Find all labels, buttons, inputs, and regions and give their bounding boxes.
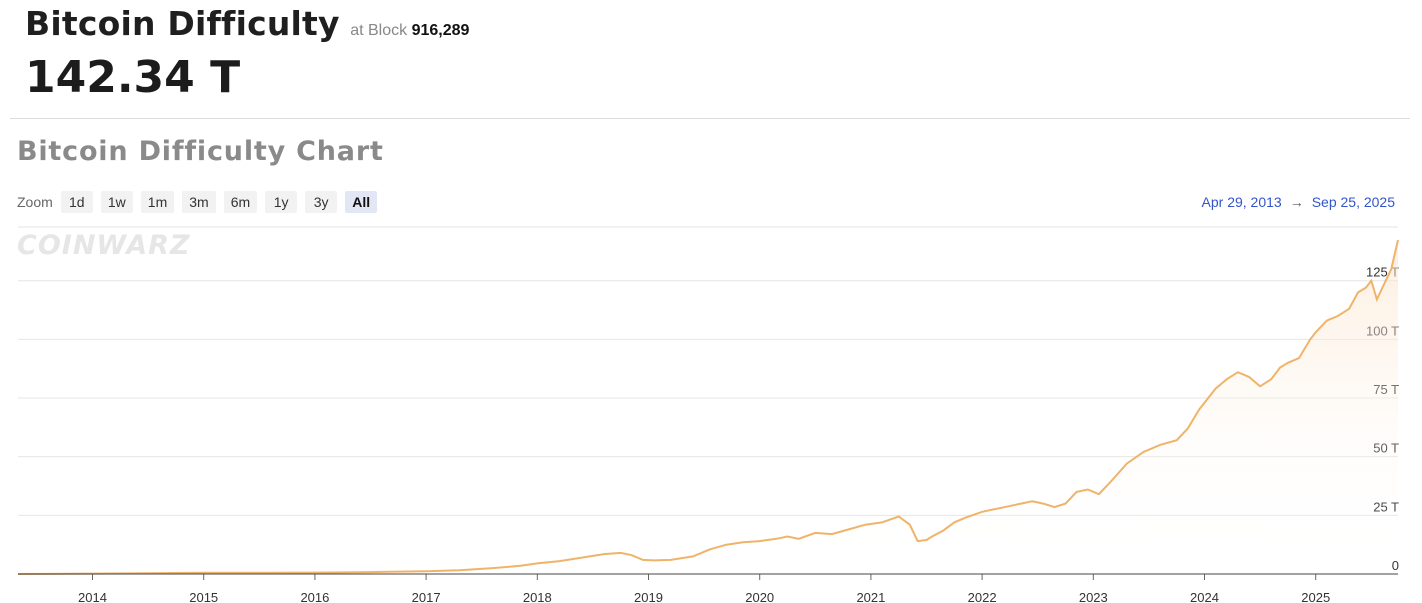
x-tick-label: 2022 — [968, 590, 997, 603]
x-tick-label: 2021 — [856, 590, 885, 603]
grid-lines — [18, 226, 1398, 516]
at-block-label: at Block — [350, 22, 408, 39]
zoom-button-3m[interactable]: 3m — [182, 191, 216, 213]
zoom-button-6m[interactable]: 6m — [223, 191, 258, 213]
x-tick-label: 2024 — [1190, 590, 1219, 603]
arrow-right-icon: → — [1289, 194, 1304, 210]
header-divider — [10, 118, 1410, 119]
x-tick-label: 2017 — [412, 590, 441, 603]
date-range: Apr 29, 2013 → Sep 25, 2025 — [1202, 194, 1395, 210]
x-tick-label: 2023 — [1079, 590, 1108, 603]
block-number: 916,289 — [411, 22, 470, 39]
x-tick-label: 2020 — [745, 590, 774, 603]
current-difficulty-value: 142.34 T — [25, 52, 241, 103]
x-tick-label: 2018 — [523, 590, 552, 603]
zoom-button-1m[interactable]: 1m — [140, 191, 175, 213]
zoom-controls: Zoom 1d 1w 1m 3m 6m 1y 3y All — [17, 191, 385, 213]
title-row: Bitcoin Difficulty at Block 916,289 — [25, 4, 469, 43]
x-tick-label: 2025 — [1301, 590, 1330, 603]
difficulty-series-line — [17, 239, 1399, 575]
difficulty-area-fill — [18, 240, 1398, 574]
x-tick-label: 2015 — [189, 590, 218, 603]
range-start-date[interactable]: Apr 29, 2013 — [1201, 194, 1282, 210]
zoom-button-1y[interactable]: 1y — [265, 191, 298, 213]
zoom-button-3y[interactable]: 3y — [305, 191, 338, 213]
zoom-label: Zoom — [17, 194, 53, 210]
chart-title: Bitcoin Difficulty Chart — [17, 136, 384, 167]
x-tick-label: 2019 — [634, 590, 663, 603]
x-tick-label: 2014 — [78, 590, 107, 603]
zoom-button-all[interactable]: All — [345, 191, 378, 213]
page-title: Bitcoin Difficulty — [25, 4, 340, 43]
zoom-button-1w[interactable]: 1w — [100, 191, 133, 213]
zoom-button-1d[interactable]: 1d — [60, 191, 93, 213]
range-end-date[interactable]: Sep 25, 2025 — [1311, 194, 1395, 210]
coinwarz-watermark-logo: COINWARZ — [17, 230, 191, 261]
x-tick-label: 2016 — [300, 590, 329, 603]
x-axis-labels: 2014 2015 2016 2017 2018 2019 2020 2021 2022 2023… — [78, 574, 1330, 603]
